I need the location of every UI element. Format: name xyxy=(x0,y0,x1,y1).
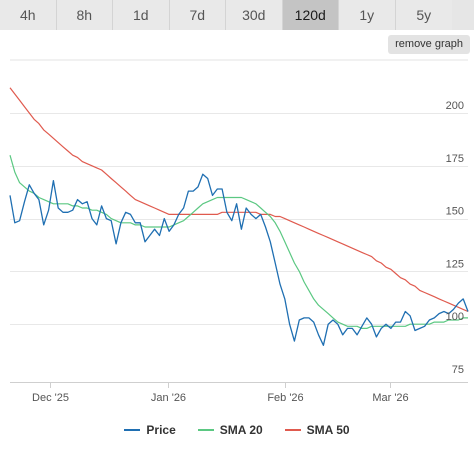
tab-1y[interactable]: 1y xyxy=(339,0,396,30)
time-range-tabs: 4h 8h 1d 7d 30d 120d 1y 5y xyxy=(0,0,474,30)
y-tick-label: 100 xyxy=(446,311,464,323)
legend-swatch-sma50 xyxy=(284,429,301,431)
tab-8h[interactable]: 8h xyxy=(56,0,113,30)
y-tick-label: 75 xyxy=(452,364,464,376)
remove-graph-button[interactable]: remove graph xyxy=(388,35,470,54)
chart-legend: Price SMA 20 SMA 50 xyxy=(0,420,474,440)
tab-1d[interactable]: 1d xyxy=(113,0,170,30)
tab-5y[interactable]: 5y xyxy=(395,0,452,30)
x-tick-label: Dec '25 xyxy=(32,392,69,404)
y-tick-label: 175 xyxy=(446,153,464,165)
y-tick-label: 200 xyxy=(446,100,464,112)
legend-label-sma20: SMA 20 xyxy=(219,423,263,437)
y-tick-label: 150 xyxy=(446,206,464,218)
legend-swatch-sma20 xyxy=(197,429,214,431)
series-line-sma20[interactable] xyxy=(9,155,468,329)
legend-label-price: Price xyxy=(146,423,176,437)
legend-item-price[interactable]: Price xyxy=(124,420,176,440)
x-tick-label: Feb '26 xyxy=(267,392,303,404)
tab-7d[interactable]: 7d xyxy=(169,0,226,30)
x-tick-label: Mar '26 xyxy=(372,392,408,404)
tab-30d[interactable]: 30d xyxy=(226,0,283,30)
legend-label-sma50: SMA 50 xyxy=(306,423,350,437)
tab-4h[interactable]: 4h xyxy=(0,0,57,30)
legend-swatch-price xyxy=(124,429,141,431)
series-line-price[interactable] xyxy=(9,173,469,346)
legend-item-sma50[interactable]: SMA 50 xyxy=(284,420,350,440)
y-tick-label: 125 xyxy=(446,258,464,270)
tab-120d[interactable]: 120d xyxy=(282,0,339,30)
series-line-sma50[interactable] xyxy=(9,87,469,313)
x-tick-label: Jan '26 xyxy=(151,392,186,404)
legend-item-sma20[interactable]: SMA 20 xyxy=(197,420,263,440)
